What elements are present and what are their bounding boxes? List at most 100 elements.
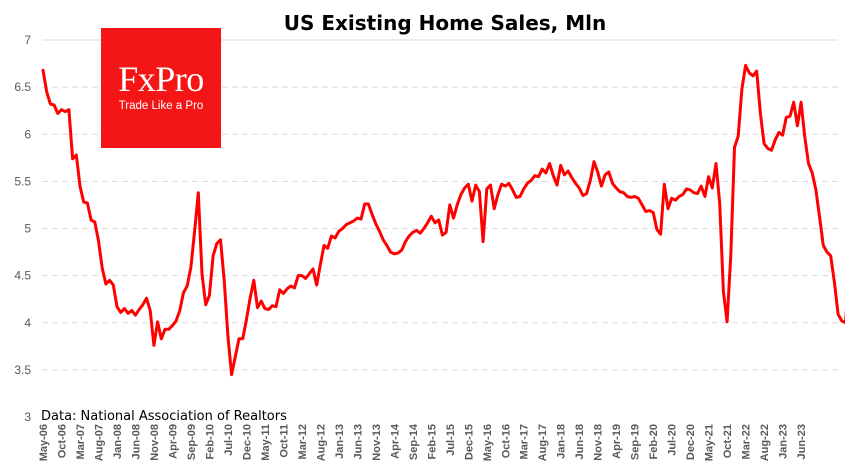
data-point bbox=[689, 189, 691, 191]
data-point bbox=[708, 176, 710, 178]
data-point bbox=[745, 64, 747, 66]
x-tick-label: Mar-07 bbox=[75, 424, 87, 459]
data-point bbox=[57, 113, 59, 114]
x-tick-label: Nov-18 bbox=[593, 424, 605, 461]
series-line bbox=[41, 63, 845, 377]
data-point bbox=[523, 188, 525, 190]
data-point bbox=[375, 223, 377, 225]
x-tick-label: Mar-17 bbox=[519, 424, 531, 459]
data-point bbox=[282, 293, 284, 294]
data-point bbox=[327, 247, 329, 249]
x-tick-label: Oct-21 bbox=[722, 424, 734, 458]
data-point bbox=[453, 217, 454, 219]
series-layer bbox=[41, 63, 845, 377]
data-point bbox=[512, 189, 514, 191]
data-point bbox=[131, 310, 133, 311]
data-point bbox=[371, 213, 373, 215]
y-tick-label: 4.5 bbox=[14, 269, 31, 283]
data-point bbox=[652, 212, 654, 213]
data-point bbox=[800, 101, 802, 103]
x-tick-label: Sep-19 bbox=[630, 424, 642, 460]
data-point bbox=[109, 279, 111, 281]
data-point bbox=[767, 147, 769, 149]
x-tick-label: May-21 bbox=[704, 424, 716, 461]
data-point bbox=[382, 239, 384, 241]
data-point bbox=[120, 311, 122, 313]
data-point bbox=[438, 219, 440, 221]
data-point bbox=[626, 196, 628, 197]
x-tick-label: Feb-15 bbox=[426, 424, 438, 459]
data-point bbox=[279, 289, 281, 291]
data-point bbox=[116, 306, 118, 308]
data-point bbox=[290, 285, 292, 287]
data-point bbox=[497, 194, 499, 196]
data-point bbox=[678, 196, 680, 197]
data-point bbox=[253, 279, 255, 281]
x-tick-label: Feb-20 bbox=[648, 424, 660, 459]
y-tick-label: 4 bbox=[24, 316, 31, 330]
data-point bbox=[582, 195, 584, 196]
data-point bbox=[312, 268, 314, 270]
data-point bbox=[179, 310, 181, 311]
data-point bbox=[741, 88, 743, 90]
data-point bbox=[423, 228, 425, 229]
data-point bbox=[822, 245, 824, 246]
data-point bbox=[416, 229, 417, 231]
y-tick-label: 3 bbox=[24, 410, 31, 424]
data-point bbox=[508, 182, 510, 184]
data-point bbox=[175, 320, 177, 322]
data-point bbox=[722, 291, 724, 293]
data-point bbox=[367, 203, 369, 205]
data-point bbox=[686, 188, 687, 190]
data-point bbox=[316, 284, 318, 286]
data-point bbox=[101, 267, 103, 269]
data-point bbox=[526, 182, 528, 184]
data-point bbox=[401, 249, 403, 251]
data-point bbox=[456, 204, 458, 206]
data-point bbox=[127, 312, 129, 314]
data-point bbox=[471, 200, 473, 202]
data-point bbox=[501, 183, 503, 185]
data-point bbox=[634, 196, 636, 197]
data-point bbox=[656, 228, 658, 230]
data-point bbox=[53, 104, 55, 106]
data-point bbox=[549, 163, 551, 164]
data-point bbox=[323, 245, 325, 246]
x-tick-label: Mar-22 bbox=[741, 424, 753, 459]
data-point bbox=[711, 187, 713, 189]
x-tick-label: Dec-15 bbox=[463, 424, 475, 460]
data-point bbox=[338, 230, 340, 232]
data-point bbox=[449, 204, 451, 206]
data-point bbox=[734, 146, 735, 148]
data-point bbox=[504, 185, 506, 187]
data-point bbox=[759, 113, 761, 114]
data-point bbox=[719, 202, 721, 204]
data-point bbox=[157, 321, 159, 323]
data-point bbox=[201, 273, 203, 275]
data-point bbox=[619, 191, 621, 193]
data-point bbox=[168, 328, 170, 330]
data-point bbox=[427, 222, 429, 224]
data-point bbox=[412, 231, 414, 233]
data-point bbox=[242, 338, 244, 340]
data-point bbox=[612, 182, 613, 184]
x-tick-label: Apr-14 bbox=[389, 423, 401, 459]
data-point bbox=[604, 174, 606, 176]
x-tick-label: Jan-18 bbox=[556, 424, 568, 459]
x-tick-label: Oct-11 bbox=[278, 424, 290, 458]
data-point bbox=[826, 251, 828, 253]
data-point bbox=[841, 320, 843, 322]
data-point bbox=[645, 211, 647, 212]
data-point bbox=[238, 338, 240, 340]
data-point bbox=[830, 255, 832, 257]
data-point bbox=[334, 237, 336, 239]
data-point bbox=[342, 228, 343, 229]
data-point bbox=[123, 308, 125, 310]
data-point bbox=[397, 252, 399, 254]
x-tick-label: Aug-17 bbox=[537, 424, 549, 461]
x-tick-label: May-16 bbox=[482, 424, 494, 461]
data-point bbox=[183, 292, 184, 294]
data-point bbox=[393, 253, 395, 255]
x-tick-label: Oct-06 bbox=[56, 424, 68, 458]
data-point bbox=[785, 116, 787, 118]
